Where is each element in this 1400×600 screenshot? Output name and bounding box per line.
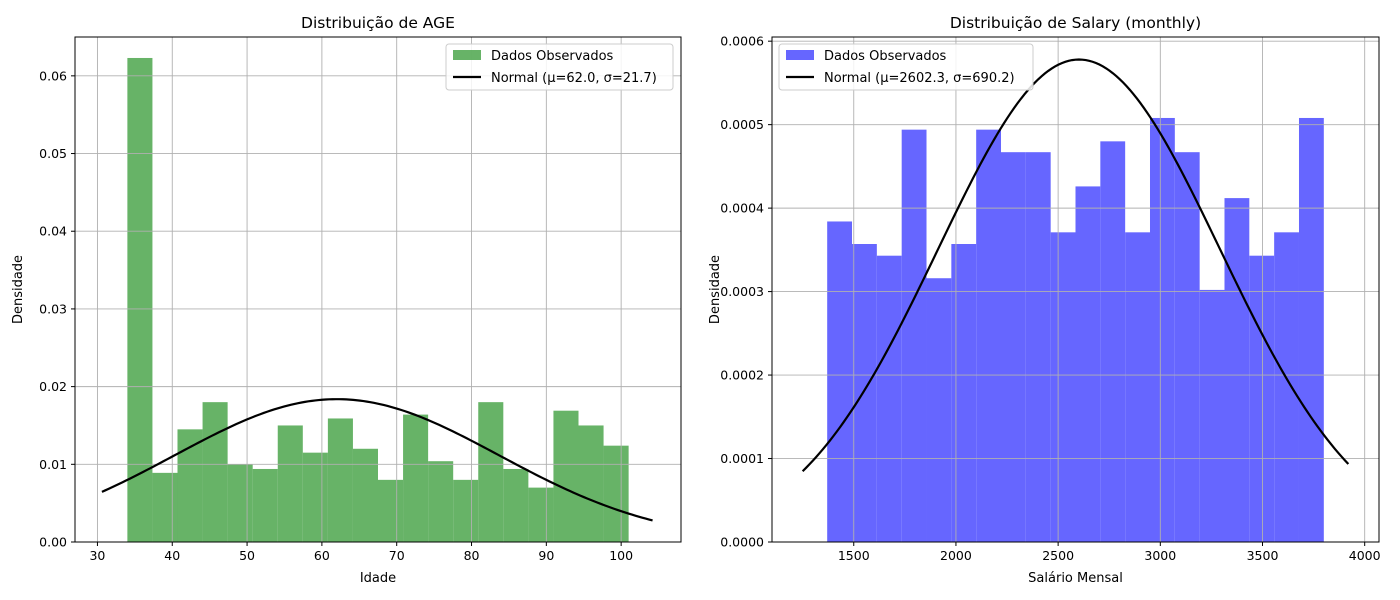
histogram-bar: [152, 472, 178, 542]
histogram-bar: [1174, 152, 1200, 543]
y-tick-label: 0.0002: [720, 368, 764, 383]
histogram-bars: [827, 117, 1324, 543]
legend: Dados Observados Normal (μ=2602.3, σ=690.…: [778, 43, 1034, 91]
y-tick-label: 0.00: [39, 535, 67, 550]
histogram-bar: [252, 468, 278, 542]
x-axis-label: Idade: [360, 571, 396, 586]
y-tick-label: 0.02: [39, 379, 67, 394]
x-tick-label: 40: [164, 548, 180, 563]
y-axis-ticks: 0.0000 0.0001 0.0002 0.0003 0.0004 0.0005 0.00…: [720, 34, 772, 550]
histogram-bar: [578, 425, 604, 542]
histogram-bar: [1025, 152, 1051, 543]
histogram-bar: [528, 487, 554, 542]
legend-swatch-bars: [453, 50, 481, 60]
histogram-bar: [428, 461, 454, 542]
histogram-bar: [852, 244, 877, 542]
y-tick-label: 0.0000: [720, 535, 764, 550]
y-tick-label: 0.06: [39, 68, 67, 83]
histogram-bar: [1249, 255, 1275, 542]
y-axis-label: Densidade: [11, 255, 26, 324]
histogram-bar: [1149, 117, 1175, 542]
histogram-bar: [327, 418, 353, 542]
y-tick-label: 0.03: [39, 301, 67, 316]
x-tick-label: 3000: [1144, 548, 1176, 563]
x-tick-label: 70: [389, 548, 405, 563]
y-tick-label: 0.04: [39, 224, 67, 239]
x-tick-label: 4000: [1349, 548, 1381, 563]
x-tick-label: 3500: [1247, 548, 1279, 563]
histogram-bar: [352, 448, 378, 542]
x-tick-label: 2500: [1042, 548, 1074, 563]
y-tick-label: 0.0006: [720, 34, 764, 49]
y-axis-label: Densidade: [708, 255, 723, 324]
legend: Dados Observados Normal (μ=62.0, σ=21.7): [445, 43, 674, 91]
histogram-bar: [926, 278, 952, 542]
x-axis-ticks: 1500 2000 2500 3000 3500 4000: [838, 542, 1381, 563]
x-tick-label: 80: [464, 548, 480, 563]
histogram-bar: [378, 479, 404, 542]
y-tick-label: 0.05: [39, 146, 67, 161]
x-tick-label: 30: [89, 548, 105, 563]
legend-box: [778, 43, 1034, 91]
salary-distribution-chart: 1500 2000 2500 3000 3500 40000.00000.00010.00…: [708, 14, 1381, 586]
chart-title: Distribuição de AGE: [301, 14, 455, 32]
histogram-bar: [827, 221, 853, 542]
histogram-bar: [503, 468, 529, 542]
x-tick-label: 2000: [940, 548, 972, 563]
histogram-bar: [403, 414, 429, 542]
histogram-bar: [1224, 198, 1250, 542]
x-tick-label: 60: [314, 548, 330, 563]
histogram-bar: [227, 464, 253, 542]
histogram-bar: [202, 402, 228, 542]
histogram-bar: [127, 57, 153, 542]
histogram-bar: [1050, 232, 1076, 542]
normal-curve-line: [101, 398, 653, 522]
legend-box: [445, 43, 674, 91]
histogram-bar: [1298, 117, 1324, 542]
axes-frame: [74, 36, 682, 543]
histogram-bar: [603, 445, 629, 542]
histogram-bar: [1075, 186, 1101, 543]
legend-label-observed: Dados Observados: [824, 49, 947, 64]
histogram-bar: [1199, 289, 1225, 542]
x-tick-label: 50: [239, 548, 255, 563]
x-tick-label: 90: [538, 548, 554, 563]
histogram-bar: [277, 425, 303, 542]
histogram-bar: [478, 402, 504, 542]
legend-label-normal: Normal (μ=2602.3, σ=690.2): [824, 71, 1015, 86]
histogram-bar: [1125, 232, 1150, 542]
normal-curve-line: [801, 58, 1350, 472]
histogram-bar: [1001, 152, 1026, 543]
legend-swatch-bars: [786, 50, 814, 60]
histogram-bar: [1274, 232, 1299, 542]
legend-label-observed: Dados Observados: [491, 49, 614, 64]
histogram-bar: [976, 129, 1002, 542]
grid-lines: [75, 37, 681, 543]
histogram-bar: [876, 255, 902, 542]
x-tick-label: 100: [609, 548, 633, 563]
x-axis-ticks: 30 40 50 60 70 80 90 100: [89, 542, 633, 563]
x-tick-label: 1500: [838, 548, 870, 563]
age-distribution-chart: 30 40 50 60 70 80 90 1000.000.010.020.030.040.0…: [11, 14, 682, 586]
histogram-bar: [453, 479, 479, 542]
legend-label-normal: Normal (μ=62.0, σ=21.7): [491, 71, 657, 86]
y-tick-label: 0.0005: [720, 117, 764, 132]
y-tick-label: 0.0004: [720, 201, 764, 216]
histogram-bars: [127, 57, 629, 542]
histogram-bar: [1100, 141, 1126, 542]
axes-frame: [771, 36, 1380, 543]
histogram-bar: [553, 410, 579, 542]
y-tick-label: 0.01: [39, 457, 67, 472]
y-tick-label: 0.0003: [720, 284, 764, 299]
histogram-bar: [951, 244, 977, 542]
y-axis-ticks: 0.00 0.01 0.02 0.03 0.04 0.05 0.06: [39, 68, 75, 550]
chart-title: Distribuição de Salary (monthly): [950, 14, 1201, 32]
histogram-bar: [901, 129, 927, 542]
y-tick-label: 0.0001: [720, 451, 764, 466]
histogram-bar: [302, 452, 328, 542]
x-axis-label: Salário Mensal: [1028, 571, 1123, 586]
